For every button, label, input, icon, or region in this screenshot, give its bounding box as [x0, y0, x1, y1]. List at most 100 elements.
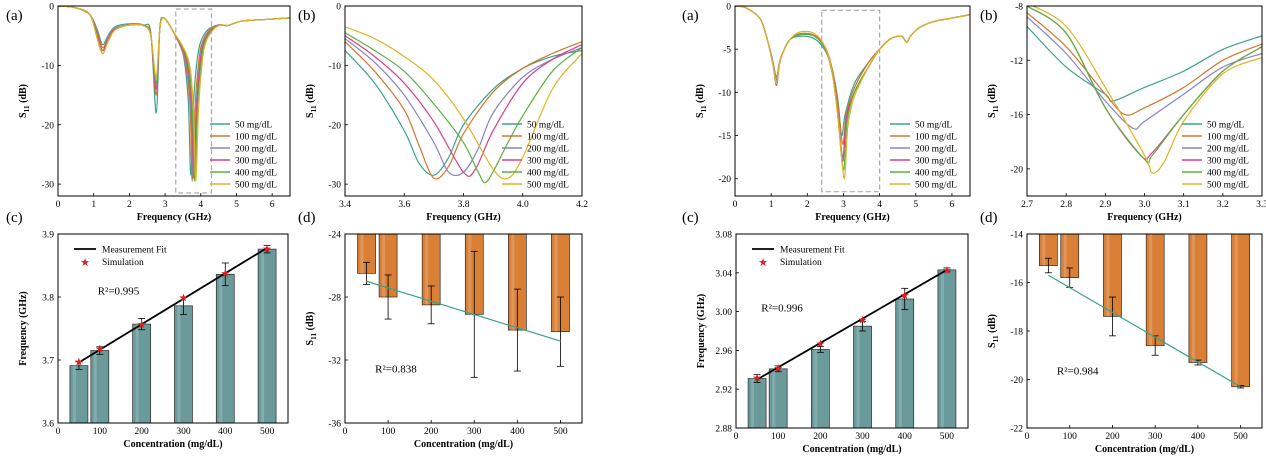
fit-line [366, 280, 561, 342]
x-tick-label: 3 [163, 200, 168, 210]
bar-highlight [468, 234, 472, 315]
plot-frame [735, 233, 969, 429]
zoom-box [175, 8, 213, 194]
x-tick-label: 3 [841, 200, 846, 210]
fit-line [78, 247, 268, 364]
y-tick-label: 2.92 [715, 386, 732, 396]
x-tick-label: 3.4 [339, 200, 351, 210]
y-tick-label: -30 [41, 181, 54, 191]
bar-highlight [772, 368, 776, 428]
x-tick-label: 200 [135, 427, 150, 437]
x-tick-label: 500 [940, 432, 955, 442]
legend-label: 300 mg/dL [527, 157, 569, 167]
x-tick-label: 300 [1148, 432, 1163, 442]
y-axis-label: S11 (dB) [987, 314, 1000, 348]
y-tick-label: 3.9 [42, 231, 54, 241]
x-tick-label: 100 [381, 427, 396, 437]
x-tick-label: 4 [877, 200, 882, 210]
y-tick-label: 2.96 [715, 347, 732, 357]
bar-highlight [554, 234, 558, 332]
legend-label: 400 mg/dL [527, 169, 569, 179]
simulation-point: ★ [74, 356, 84, 368]
y-tick-label: -16 [1010, 279, 1023, 289]
series-line [735, 6, 970, 137]
simulation-point: ★ [942, 265, 952, 277]
series-line [345, 41, 582, 180]
x-tick-label: 4.2 [576, 200, 588, 210]
x-tick-label: 200 [813, 432, 828, 442]
plot-frame [1026, 5, 1263, 197]
y-tick-label: -5 [723, 46, 731, 56]
y-tick-label: -30 [328, 181, 341, 191]
y-axis-label: S11 (dB) [305, 311, 318, 345]
bar-highlight [1063, 234, 1067, 278]
x-tick-label: 1 [91, 200, 96, 210]
simulation-point: ★ [900, 290, 910, 302]
y-tick-label: 3.04 [715, 269, 732, 279]
r-squared-annotation: R²=0.996 [761, 303, 803, 315]
bar-highlight [1042, 234, 1046, 266]
y-tick-label: -36 [328, 420, 341, 430]
y-tick-label: 3.8 [42, 294, 54, 304]
series-line [1027, 16, 1262, 130]
panel-r-d: (d) 0 100 200 300 400 500 -14 -16 -18 -20 -22 Concen… [980, 210, 1263, 455]
bar-highlight [1234, 234, 1238, 387]
x-tick-label: 5 [913, 200, 918, 210]
series-line [345, 35, 582, 177]
x-tick-label: 2 [805, 200, 810, 210]
panel-label: (b) [298, 8, 316, 24]
bar-highlight [93, 350, 97, 423]
y-tick-label: -28 [328, 294, 341, 304]
r-squared-annotation: R²=0.995 [98, 285, 140, 297]
bar-highlight [219, 274, 223, 423]
y-axis-label: S11 (dB) [695, 84, 708, 118]
bar-highlight [814, 349, 818, 428]
bar-highlight [940, 269, 944, 428]
x-tick-label: 0 [733, 200, 738, 210]
bar [90, 350, 110, 423]
legend-label: 50 mg/dL [527, 121, 564, 131]
r-squared-annotation: R²=0.838 [375, 364, 417, 376]
legend-label: 400 mg/dL [1207, 169, 1249, 179]
x-tick-label: 300 [855, 432, 870, 442]
simulation-point: ★ [815, 339, 825, 351]
fit-line [756, 269, 948, 381]
legend-label: 400 mg/dL [915, 169, 957, 179]
x-tick-label: 0 [343, 427, 348, 437]
legend-simulation-label: Simulation [780, 258, 822, 268]
bar-highlight [1149, 234, 1153, 346]
plot-area: ★ ★ ★ ★ ★ ★ [69, 243, 277, 423]
x-tick-label: 300 [467, 427, 482, 437]
legend-label: 100 mg/dL [527, 133, 569, 143]
series-line [345, 32, 582, 184]
simulation-point: ★ [95, 344, 105, 356]
y-tick-label: -10 [41, 62, 54, 72]
legend-simulation-marker: ★ [80, 257, 90, 269]
bar [132, 323, 151, 423]
bar [895, 298, 915, 428]
legend-label: 200 mg/dL [527, 145, 569, 155]
legend-label: 100 mg/dL [235, 133, 277, 143]
x-axis-label: Concentration (mg/dL) [123, 439, 222, 450]
simulation-point: ★ [752, 373, 762, 385]
x-tick-label: 0 [56, 427, 61, 437]
x-tick-label: 200 [424, 427, 439, 437]
simulation-point: ★ [773, 363, 783, 375]
x-axis-label: Concentration (mg/dL) [1095, 444, 1194, 455]
bar [768, 368, 788, 428]
x-tick-label: 4.0 [517, 200, 529, 210]
x-tick-label: 2 [127, 200, 132, 210]
x-axis-label: Frequency (GHz) [815, 212, 890, 223]
y-tick-label: -10 [328, 62, 341, 72]
panel-l-c: (c) 0 100 200 300 400 500 3.6 3.7 3.8 3.9 Concentra… [6, 210, 289, 450]
x-tick-label: 3.3 [1256, 200, 1266, 210]
x-tick-label: 100 [1063, 432, 1078, 442]
y-tick-label: -32 [328, 357, 341, 367]
x-tick-label: 3.6 [398, 200, 410, 210]
y-axis-label: S11 (dB) [305, 84, 318, 118]
plot-frame [344, 233, 583, 424]
bar [937, 269, 957, 428]
y-tick-label: -20 [1010, 376, 1023, 386]
x-tick-label: 6 [950, 200, 955, 210]
